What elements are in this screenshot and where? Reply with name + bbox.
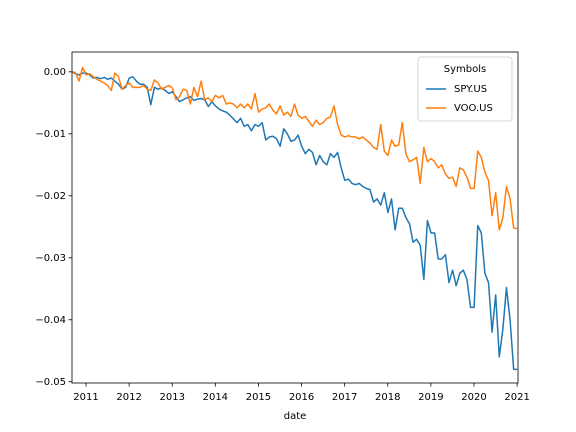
x-tick-label: 2015 bbox=[246, 392, 271, 403]
y-tick-label: −0.03 bbox=[35, 253, 66, 264]
y-tick-label: 0.00 bbox=[44, 67, 66, 78]
legend-label: VOO.US bbox=[454, 103, 493, 114]
x-tick-label: 2016 bbox=[289, 392, 314, 403]
y-tick-label: −0.05 bbox=[35, 377, 66, 388]
legend-label: SPY.US bbox=[454, 84, 487, 95]
legend-box bbox=[417, 56, 513, 122]
x-tick-label: 2011 bbox=[73, 392, 98, 403]
plot-frame bbox=[71, 51, 519, 384]
x-tick-label: 2020 bbox=[461, 392, 486, 403]
x-tick-label: 2021 bbox=[504, 392, 529, 403]
x-tick-label: 2013 bbox=[160, 392, 185, 403]
series-line bbox=[71, 66, 518, 231]
legend-title: Symbols bbox=[444, 64, 486, 75]
x-tick-label: 2017 bbox=[332, 392, 357, 403]
y-tick-label: −0.02 bbox=[35, 191, 66, 202]
series-line bbox=[71, 71, 518, 371]
x-tick-label: 2019 bbox=[418, 392, 443, 403]
x-tick-label: 2012 bbox=[116, 392, 141, 403]
y-tick-label: −0.04 bbox=[35, 315, 66, 326]
x-tick-label: 2014 bbox=[203, 392, 228, 403]
x-tick-label: 2018 bbox=[375, 392, 400, 403]
x-axis-label: date bbox=[284, 411, 307, 422]
y-tick-label: −0.01 bbox=[35, 129, 66, 140]
